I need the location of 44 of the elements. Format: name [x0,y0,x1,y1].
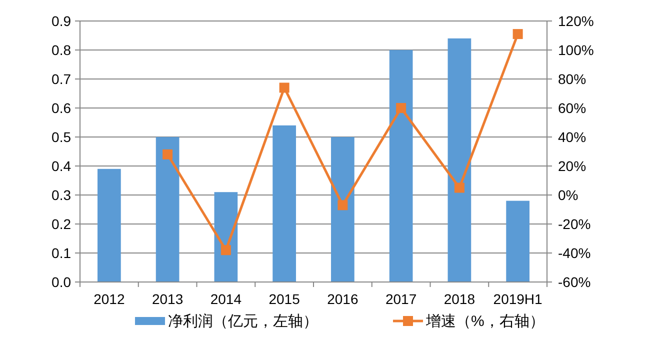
bar [331,137,354,282]
y-tick-label: 0.1 [52,245,72,261]
x-tick-label: 2013 [152,291,184,307]
point [338,200,348,210]
y-tick-label: 0.2 [52,216,72,232]
y2-tick-label: 120% [558,13,594,29]
x-tick-label: 2012 [94,291,125,307]
y2-tick-label: 80% [558,71,586,87]
point [396,103,406,113]
y2-tick-label: 40% [558,129,586,145]
y-tick-label: 0.6 [52,100,72,116]
point [220,245,231,256]
bar [98,168,121,282]
x-tick-label: 2018 [444,291,476,307]
bar [448,38,472,282]
point [162,149,173,160]
y-tick-label: 0.3 [52,187,72,203]
x-tick-label: 2019H1 [493,291,543,307]
y-tick-label: 0.8 [52,42,72,58]
y2-tick-label: 100% [558,42,594,58]
x-tick-label: 2014 [210,291,242,307]
y-tick-label: 0.9 [52,13,72,29]
bar [506,200,530,282]
y2-tick-label: 60% [558,100,586,116]
x-tick-label: 2017 [385,291,417,307]
y2-tick-label: -40% [558,245,591,261]
bar [389,50,413,282]
y-tick-label: 0.5 [52,129,72,145]
y2-tick-label: 20% [558,158,586,174]
bar [156,137,180,282]
y-tick-label: 0.7 [52,71,72,87]
y-tick-label: 0.0 [52,274,72,290]
x-tick-label: 2016 [327,291,358,307]
y2-tick-label: -60% [558,274,591,290]
point [512,29,523,40]
point [454,182,464,193]
bar [272,125,296,282]
y-tick-label: 0.4 [52,158,72,174]
legend-label: 净利润（亿元，左轴） [168,313,318,330]
y2-tick-label: 0% [558,187,578,203]
x-tick-label: 2015 [268,291,300,307]
y2-tick-label: -20% [558,216,591,232]
point [279,82,290,93]
legend-label: 增速（%，右轴） [425,313,544,330]
